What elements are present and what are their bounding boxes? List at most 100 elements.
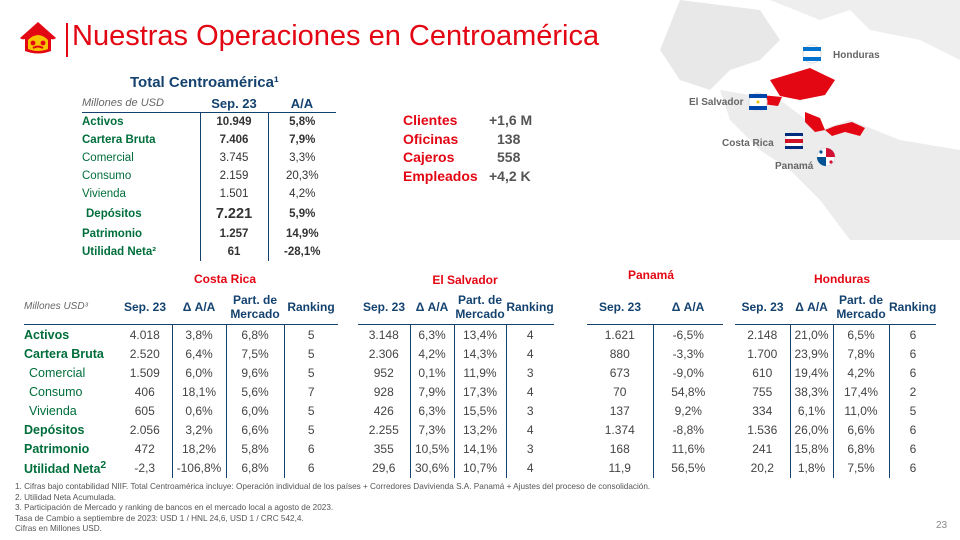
table-row: 29,6 30,6% 10,7% 4 bbox=[358, 458, 554, 478]
country-table-header: Millones USD³ Sep. 23 Δ A/A Part. de Mercad… bbox=[24, 290, 338, 325]
value-cell: 9,2% bbox=[674, 403, 702, 418]
value-cell: 5 bbox=[307, 365, 315, 380]
metric-oficinas: Oficinas 138 bbox=[403, 130, 532, 149]
value-cell: 5 bbox=[307, 423, 315, 438]
metric-cajeros: Cajeros 558 bbox=[403, 148, 532, 167]
value-cell: 5,8% bbox=[226, 439, 285, 459]
value-cell: -28,1% bbox=[267, 243, 336, 261]
value-cell: 952 bbox=[358, 363, 411, 383]
value-cell: 4 bbox=[526, 384, 534, 399]
country-table-honduras: Sep. 23 Δ A/A Part. de Mercado Ranking 2.148… bbox=[735, 290, 937, 478]
col-header-sep: Sep. 23 bbox=[358, 290, 410, 325]
central-america-map bbox=[620, 0, 960, 240]
value-cell: 29,6 bbox=[358, 458, 411, 478]
value-cell: 6,8% bbox=[226, 324, 285, 345]
table-row: 673 -9,0% bbox=[587, 363, 723, 383]
value-cell: 3 bbox=[526, 403, 534, 418]
value-cell: 14,9% bbox=[267, 225, 336, 243]
value-cell: 38,3% bbox=[790, 382, 834, 402]
value-cell: 6,1% bbox=[790, 401, 834, 421]
value-cell: 6 bbox=[909, 346, 917, 361]
country-table-header: Sep. 23 Δ A/A bbox=[587, 290, 723, 325]
value-cell: 11,9% bbox=[454, 363, 507, 383]
value-cell: 13,2% bbox=[454, 420, 507, 440]
row-label-text: Cartera Bruta bbox=[24, 346, 104, 361]
row-label: Vivienda bbox=[24, 401, 118, 420]
value-cell: 2.159 bbox=[199, 167, 268, 185]
value-cell: 1.621 bbox=[587, 324, 654, 345]
value-cell: 15,5% bbox=[454, 401, 507, 421]
table-row: Depósitos 2.056 3,2% 6,6% 5 bbox=[24, 420, 338, 440]
value-cell: 3,2% bbox=[172, 420, 227, 440]
row-label-text: Depósitos bbox=[24, 423, 85, 438]
key-metrics: Clientes +1,6 M Oficinas 138 Cajeros 558 Em… bbox=[403, 111, 532, 185]
value-cell: 6 bbox=[909, 365, 917, 380]
row-label: Patrimonio bbox=[24, 440, 118, 459]
value-cell: 5 bbox=[307, 403, 315, 418]
col-header-rank: Ranking bbox=[506, 290, 554, 325]
footnote: 1. Cifras bajo contabilidad NIIF. Total … bbox=[15, 482, 651, 491]
table-row: 880 -3,3% bbox=[587, 344, 723, 364]
table-row: 755 38,3% 17,4% 2 bbox=[735, 382, 936, 402]
row-label-text: Vivienda bbox=[29, 403, 77, 418]
row-label: Utilidad Neta² bbox=[82, 246, 157, 258]
value-cell: 1,8% bbox=[790, 458, 834, 478]
col-header-sep: Sep. 23 bbox=[118, 290, 172, 325]
value-cell: 7.406 bbox=[199, 131, 268, 149]
value-cell: 6,3% bbox=[410, 401, 455, 421]
col-header-sep: Sep. 23 bbox=[735, 290, 790, 325]
col-header-rank: Ranking bbox=[284, 290, 338, 325]
row-label: Utilidad Neta2 bbox=[24, 459, 118, 478]
table-row: 1.700 23,9% 7,8% 6 bbox=[735, 344, 936, 364]
col-header-sep: Sep. 23 bbox=[587, 290, 653, 325]
table-row: 1.621 -6,5% bbox=[587, 324, 723, 345]
value-cell: -9,0% bbox=[672, 365, 704, 380]
value-cell: 1.501 bbox=[199, 185, 268, 203]
table-row: Consumo 2.159 20,3% bbox=[82, 167, 336, 185]
table-row: Activos 4.018 3,8% 6,8% 5 bbox=[24, 324, 338, 345]
country-table-el-salvador: Sep. 23 Δ A/A Part. de Mercado Ranking 3.148… bbox=[358, 290, 554, 478]
value-cell: 6,8% bbox=[226, 458, 285, 478]
value-cell: 2 bbox=[909, 384, 917, 399]
col-header-aa: Δ A/A bbox=[790, 290, 833, 325]
value-cell: 3,3% bbox=[267, 149, 336, 167]
country-title-honduras: Honduras bbox=[813, 272, 870, 286]
value-cell: 56,5% bbox=[671, 461, 706, 476]
col-header-part: Part. de Mercado bbox=[226, 290, 284, 325]
value-cell: 5,9% bbox=[267, 203, 336, 225]
value-cell: 26,0% bbox=[790, 420, 834, 440]
value-cell: 605 bbox=[118, 401, 173, 421]
table-row: Patrimonio 472 18,2% 5,8% 6 bbox=[24, 439, 338, 459]
value-cell: 10,7% bbox=[454, 458, 507, 478]
table-row: Comercial 1.509 6,0% 9,6% 5 bbox=[24, 363, 338, 383]
value-cell: 610 bbox=[735, 363, 791, 383]
value-cell: 7.221 bbox=[199, 203, 268, 225]
value-cell: -8,8% bbox=[672, 423, 704, 438]
table-row: 2.306 4,2% 14,3% 4 bbox=[358, 344, 554, 364]
value-cell: -106,8% bbox=[172, 458, 227, 478]
footnote-marker: 2 bbox=[100, 460, 107, 472]
metric-label: Cajeros bbox=[403, 149, 455, 165]
table-row: 70 54,8% bbox=[587, 382, 723, 402]
table-row: 2.255 7,3% 13,2% 4 bbox=[358, 420, 554, 440]
row-label-text: Consumo bbox=[29, 384, 83, 399]
table-row: 426 6,3% 15,5% 3 bbox=[358, 401, 554, 421]
map-label-el-salvador: El Salvador bbox=[689, 97, 744, 108]
metric-label: Clientes bbox=[403, 112, 458, 128]
table-row: 168 11,6% bbox=[587, 439, 723, 459]
value-cell: 7 bbox=[307, 384, 315, 399]
table-row: Patrimonio 1.257 14,9% bbox=[82, 225, 336, 243]
value-cell: 6,8% bbox=[833, 439, 890, 459]
map-label-honduras: Honduras bbox=[833, 50, 880, 61]
unit-label: Millones USD³ bbox=[24, 290, 118, 325]
value-cell: 426 bbox=[358, 401, 411, 421]
value-cell: 7,5% bbox=[226, 344, 285, 364]
metric-value: 138 bbox=[497, 130, 521, 147]
metric-label: Oficinas bbox=[403, 130, 459, 147]
value-cell: 61 bbox=[199, 243, 268, 261]
table-row: 928 7,9% 17,3% 4 bbox=[358, 382, 554, 402]
footnote: 3. Participación de Mercado y ranking de… bbox=[15, 503, 334, 513]
value-cell: 17,3% bbox=[454, 382, 507, 402]
page-title: Nuestras Operaciones en Centroamérica bbox=[72, 20, 600, 52]
footnote: 2. Utilidad Neta Acumulada. bbox=[15, 492, 117, 502]
